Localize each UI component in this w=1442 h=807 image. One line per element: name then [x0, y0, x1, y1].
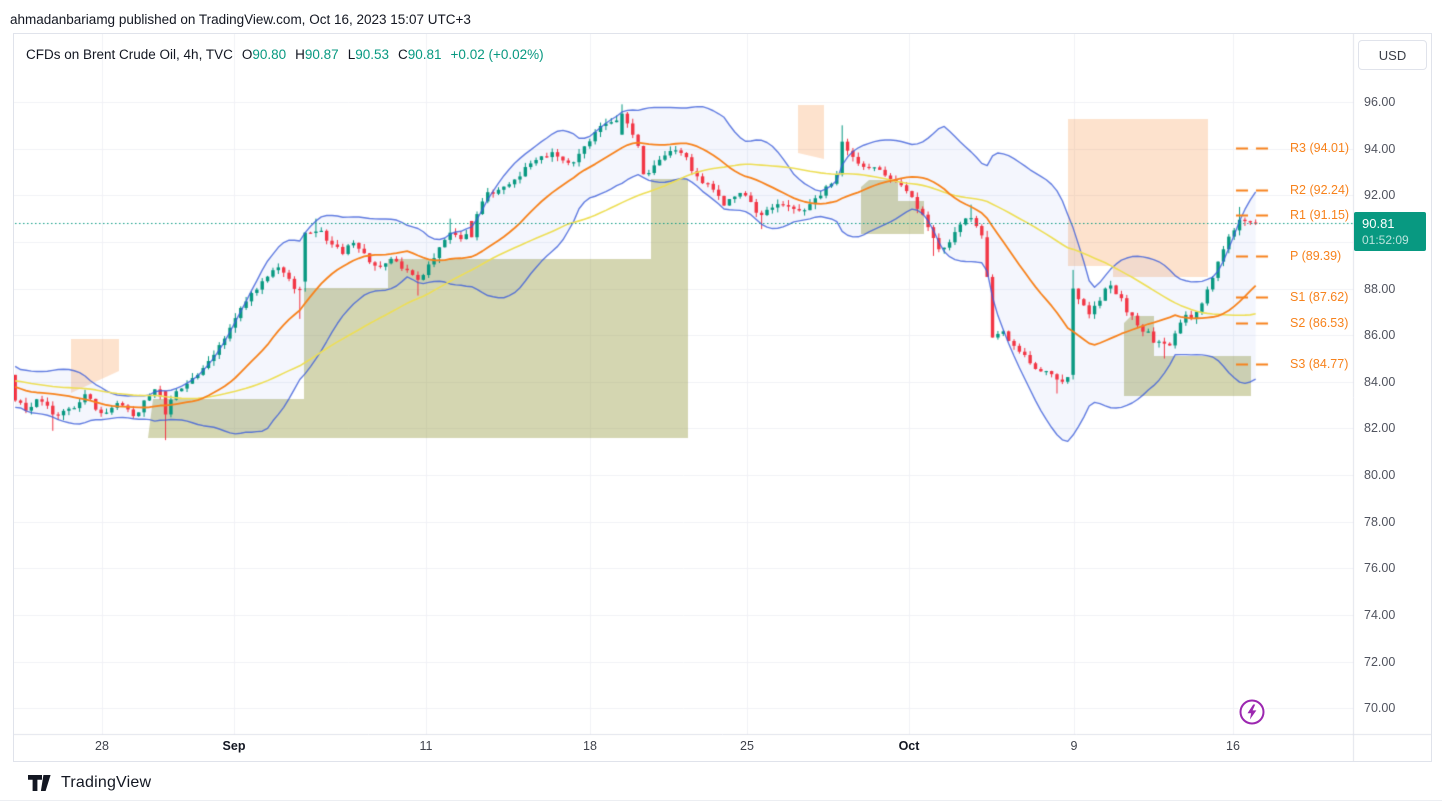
price-tick: 76.00 — [1364, 561, 1396, 576]
currency-toggle-button[interactable]: USD — [1358, 40, 1427, 70]
time-label-16: 16 — [1226, 739, 1240, 753]
chart-card: CFDs on Brent Crude Oil, 4h, TVC O90.80 H9… — [13, 33, 1432, 762]
legend-ohlc-values: O90.80 H90.87 L90.53 C90.81 — [233, 47, 442, 62]
last-price-badge: 90.81 01:52:09 — [1354, 212, 1426, 251]
pivot-label-r3: R3 (94.01) — [1290, 141, 1350, 156]
time-label-sep: Sep — [222, 739, 246, 753]
legend-ohlc-pair: C90.81 — [398, 47, 442, 62]
symbol-legend[interactable]: CFDs on Brent Crude Oil, 4h, TVC O90.80 H9… — [26, 47, 544, 62]
pivot-label-s1: S1 (87.62) — [1290, 290, 1349, 305]
time-label-18: 18 — [583, 739, 597, 753]
price-tick: 78.00 — [1364, 514, 1396, 529]
pivot-label-s2: S2 (86.53) — [1290, 315, 1349, 330]
price-tick: 74.00 — [1364, 608, 1396, 623]
price-tick: 72.00 — [1364, 654, 1396, 669]
price-tick: 94.00 — [1364, 141, 1396, 156]
flash-icon — [1239, 699, 1265, 725]
pivot-label-s3: S3 (84.77) — [1290, 356, 1349, 371]
bar-countdown: 01:52:09 — [1362, 233, 1409, 247]
time-label-25: 25 — [740, 739, 754, 753]
price-tick: 84.00 — [1364, 374, 1396, 389]
price-tick: 82.00 — [1364, 421, 1396, 436]
legend-ohlc-pair: O90.80 — [241, 47, 287, 62]
price-tick: 92.00 — [1364, 188, 1396, 203]
legend-ohlc-pair: H90.87 — [295, 47, 339, 62]
legend-ohlc-pair: L90.53 — [347, 47, 389, 62]
price-tick: 80.00 — [1364, 468, 1396, 483]
flash-button[interactable] — [1238, 698, 1266, 726]
pivot-label-p: P (89.39) — [1290, 249, 1342, 264]
pivot-label-r2: R2 (92.24) — [1290, 182, 1350, 197]
time-label-9: 9 — [1070, 739, 1078, 753]
time-label-oct: Oct — [898, 739, 920, 753]
price-chart-canvas[interactable] — [14, 34, 1431, 761]
price-tick: 86.00 — [1364, 328, 1396, 343]
legend-change: +0.02 (+0.02%) — [450, 47, 544, 62]
price-tick: 96.00 — [1364, 95, 1396, 109]
time-label-11: 11 — [419, 739, 433, 753]
pivot-label-r1: R1 (91.15) — [1290, 208, 1350, 223]
price-tick: 70.00 — [1364, 701, 1396, 716]
attribution-text: ahmadanbariamg published on TradingView.… — [10, 12, 471, 27]
bottom-divider — [0, 800, 1442, 801]
footer-brand[interactable]: TradingView — [28, 774, 151, 792]
time-label-28: 28 — [95, 739, 109, 753]
currency-label: USD — [1378, 47, 1407, 63]
tradingview-logo-icon — [28, 774, 51, 791]
symbol-title: CFDs on Brent Crude Oil, 4h, TVC — [26, 47, 233, 62]
price-tick: 88.00 — [1364, 281, 1396, 296]
footer-brand-text: TradingView — [61, 774, 152, 791]
last-price-value: 90.81 — [1362, 216, 1395, 231]
